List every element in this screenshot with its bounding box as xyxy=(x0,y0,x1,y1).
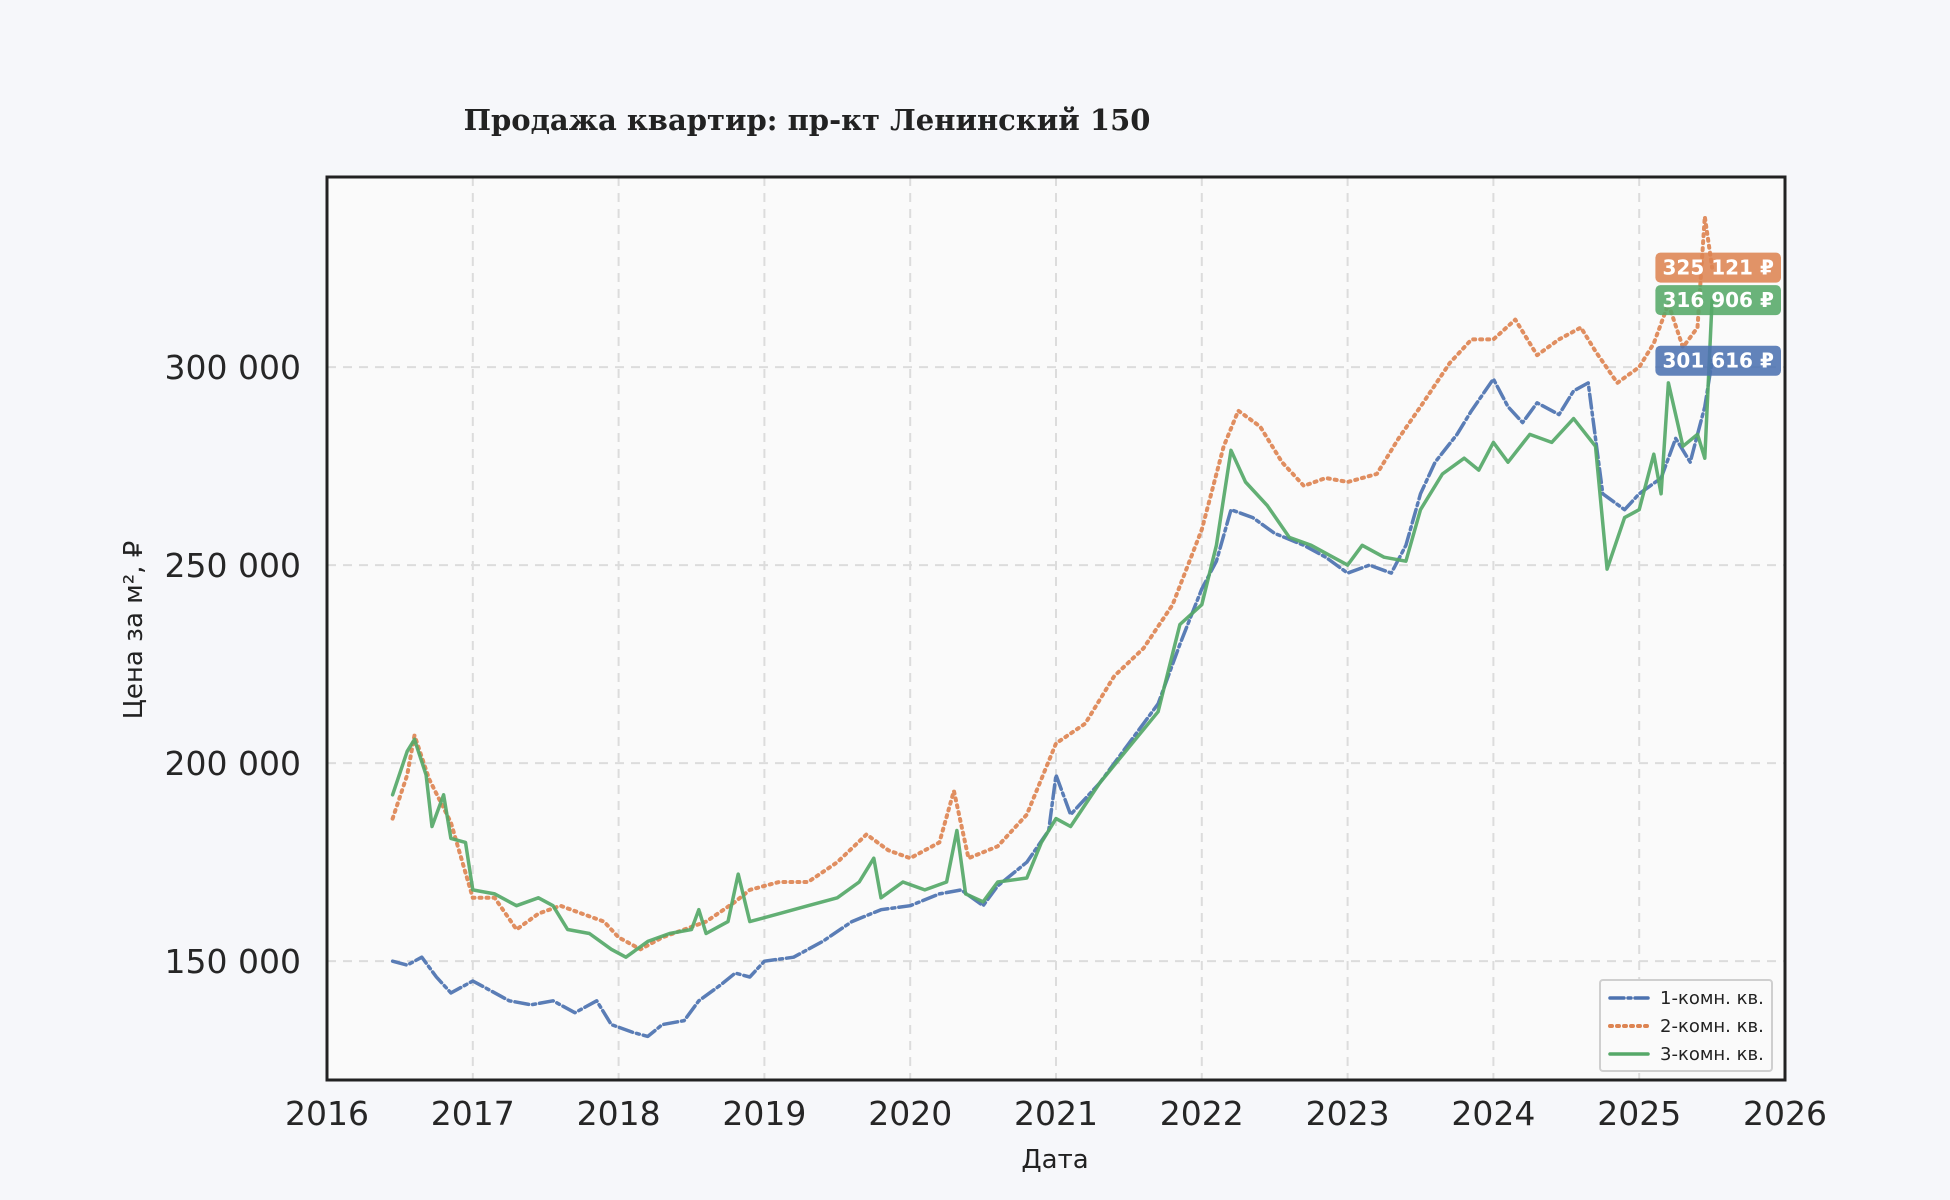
last-value-badge-3 xyxy=(1655,285,1781,316)
x-tick-label: 2024 xyxy=(1451,1094,1535,1133)
y-tick-label: 150 000 xyxy=(165,942,301,981)
last-value-badge-2 xyxy=(1655,252,1781,283)
last-value-text-2: 325 121 ₽ xyxy=(1663,256,1774,280)
x-tick-label: 2023 xyxy=(1306,1094,1390,1133)
x-tick-label: 2016 xyxy=(285,1094,369,1133)
legend-label-1: 1-комн. кв. xyxy=(1660,988,1764,1009)
series-lines xyxy=(390,214,1715,1039)
last-value-labels: 301 616 ₽ 325 121 ₽ 316 906 ₽ xyxy=(1655,252,1781,376)
plot-frame xyxy=(325,175,1787,1082)
x-tick-label: 2026 xyxy=(1743,1094,1827,1133)
axes: 2016 2017 2018 2019 2020 2021 2022 2023 2024 2025… xyxy=(165,175,1827,1133)
series-line-3 xyxy=(390,298,1714,959)
x-tick-label: 2020 xyxy=(868,1094,952,1133)
last-value-text-3: 316 906 ₽ xyxy=(1663,288,1774,312)
legend-label-2: 2-комн. кв. xyxy=(1660,1016,1764,1037)
y-tick-label: 200 000 xyxy=(165,744,301,783)
legend-box xyxy=(1599,979,1773,1072)
x-tick-label: 2022 xyxy=(1160,1094,1244,1133)
legend-label-3: 3-комн. кв. xyxy=(1660,1044,1764,1065)
y-axis-label: Цена за м², ₽ xyxy=(119,541,149,720)
legend: 1-комн. кв. 2-комн. кв. 3-комн. кв. xyxy=(1599,979,1773,1072)
x-tick-label: 2021 xyxy=(1014,1094,1098,1133)
last-value-badge-1 xyxy=(1655,345,1781,376)
series-line-1 xyxy=(390,358,1714,1039)
x-tick-label: 2019 xyxy=(722,1094,806,1133)
series-line-2 xyxy=(390,214,1715,952)
grid xyxy=(326,177,1786,1080)
x-axis-label: Дата xyxy=(1021,1145,1088,1175)
y-tick-label: 250 000 xyxy=(165,546,301,585)
last-value-text-1: 301 616 ₽ xyxy=(1663,349,1774,373)
chart-title: Продажа квартир: пр-кт Ленинский 150 xyxy=(464,103,1151,137)
x-tick-label: 2025 xyxy=(1597,1094,1681,1133)
x-tick-label: 2017 xyxy=(431,1094,515,1133)
y-tick-label: 300 000 xyxy=(165,348,301,387)
x-tick-label: 2018 xyxy=(577,1094,661,1133)
